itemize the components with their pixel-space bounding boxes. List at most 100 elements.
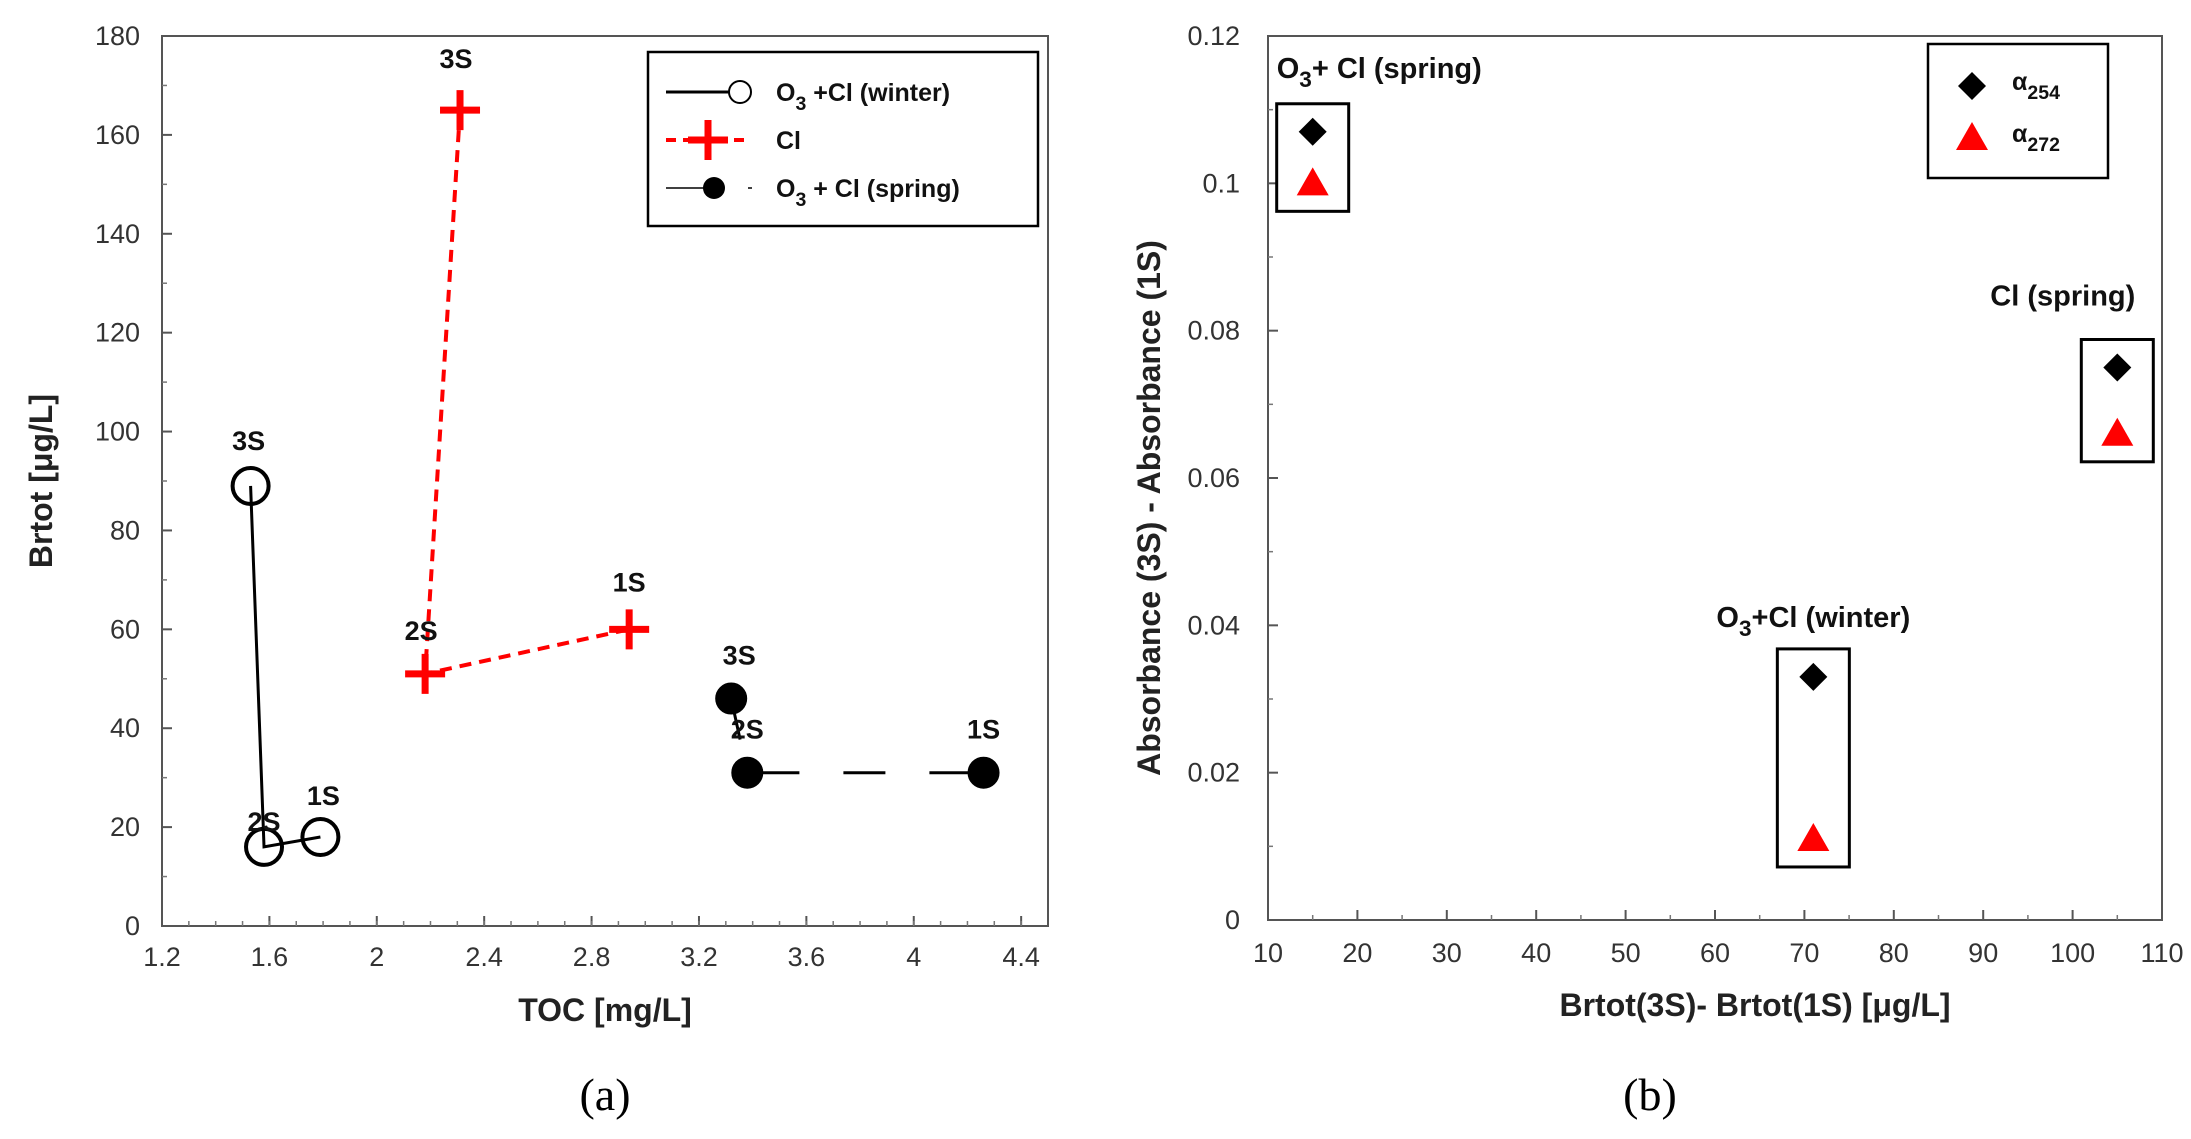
- group-label: O3+Cl (winter): [1716, 602, 1910, 641]
- x-tick-label: 2: [369, 942, 384, 972]
- legend-entry: O3 +Cl (winter): [776, 79, 950, 115]
- y-tick-label: 0.04: [1187, 610, 1240, 640]
- y-tick-label: 120: [95, 318, 140, 348]
- y-tick-label: 160: [95, 120, 140, 150]
- y-tick-label: 0.1: [1202, 168, 1240, 198]
- legend-entry-main: α: [2012, 68, 2028, 96]
- y-tick-label: 60: [110, 614, 140, 644]
- data-label: 1S: [967, 715, 1000, 745]
- panel-label: (a): [579, 1069, 630, 1120]
- legend-entry-main: Cl: [776, 127, 801, 155]
- x-tick-label: 100: [2050, 938, 2095, 968]
- group-label-subscript: 3: [1299, 67, 1312, 92]
- y-tick-label: 0.12: [1187, 21, 1240, 51]
- y-tick-label: 180: [95, 21, 140, 51]
- legend-open-circle-marker: [728, 80, 752, 104]
- x-axis-title: TOC [mg/L]: [518, 992, 692, 1028]
- x-tick-label: 3.6: [788, 942, 826, 972]
- plus-marker: [405, 653, 446, 694]
- legend-plus-marker: [688, 120, 728, 160]
- legend-entry-subscript: 3: [795, 189, 806, 211]
- x-tick-label: 40: [1521, 938, 1551, 968]
- group-box: [1775, 647, 1851, 869]
- group-box: [1275, 102, 1351, 213]
- legend-entry-rest: + Cl (spring): [806, 175, 959, 203]
- legend-entry: α272: [2012, 120, 2060, 156]
- legend-entry-main: O: [776, 175, 795, 203]
- series-0: 3S 2S 1S: [230, 426, 341, 867]
- x-tick-label: 4: [906, 942, 921, 972]
- open-circle-marker: [244, 826, 285, 867]
- data-label: 2S: [248, 807, 281, 837]
- group-label-main: O: [1277, 53, 1300, 85]
- triangle-marker: [2101, 417, 2134, 446]
- x-tick-label: 4.4: [1002, 942, 1040, 972]
- diamond-marker: [1799, 662, 1828, 691]
- panel-label: (b): [1623, 1069, 1677, 1120]
- y-tick-label: 0: [125, 911, 140, 941]
- group-label-main: O: [1716, 602, 1739, 634]
- panel-a-line-chart: 1.2 1.6 2 2.4 2.8 3.2 3.6 4 4.4 0 20 40 60 80 100 120 14…: [23, 21, 1049, 1120]
- y-tick-label: 80: [110, 515, 140, 545]
- x-tick-label: 1.2: [143, 942, 181, 972]
- filled-circle-marker: [967, 756, 1000, 789]
- x-tick-label: 1.6: [251, 942, 289, 972]
- data-label: 1S: [307, 781, 340, 811]
- x-tick-label: 10: [1253, 938, 1283, 968]
- data-label: 3S: [232, 426, 265, 456]
- y-tick-label: 0.06: [1187, 463, 1240, 493]
- x-tick-label: 80: [1879, 938, 1909, 968]
- x-tick-label: 3.2: [680, 942, 718, 972]
- diamond-marker: [2103, 353, 2132, 382]
- open-circle-marker: [300, 817, 341, 857]
- y-axis-title: Absorbance (3S) - Absorbance (1S): [1131, 240, 1167, 776]
- y-tick-label: 0.02: [1187, 758, 1240, 788]
- open-circle-marker: [230, 465, 271, 506]
- x-tick-label: 60: [1700, 938, 1730, 968]
- legend-entry: α254: [2012, 68, 2060, 104]
- data-label: 2S: [405, 616, 438, 646]
- legend-frame: [1926, 42, 2110, 180]
- y-tick-label: 20: [110, 812, 140, 842]
- legend-entry: O3 + Cl (spring): [776, 175, 960, 211]
- x-tick-label: 30: [1432, 938, 1462, 968]
- group-label-main: Cl (spring): [1990, 281, 2135, 313]
- panel-b-scatter-chart: 10 20 30 40 50 60 70 80 90 100 110 0 0.02 0.04 0.06 0.0…: [1131, 21, 2184, 1120]
- legend-entry-subscript: 272: [2027, 134, 2060, 156]
- x-axis-title: Brtot(3S)- Brtot(1S) [μg/L]: [1559, 987, 1950, 1023]
- legend-entry-rest: +Cl (winter): [806, 79, 950, 107]
- filled-circle-marker: [715, 682, 748, 715]
- series-1: [1296, 167, 2134, 851]
- x-tick-label: 50: [1611, 938, 1641, 968]
- plot-area: [1267, 35, 2163, 921]
- legend-diamond-marker: [1958, 72, 1986, 100]
- y-axis-title: Brtot [μg/L]: [23, 394, 59, 568]
- group-label: Cl (spring): [1990, 281, 2135, 313]
- y-tick-label: 100: [95, 417, 140, 447]
- legend-entry-subscript: 3: [795, 93, 806, 115]
- group-label-subscript: 3: [1739, 616, 1752, 641]
- group-label-rest: +Cl (winter): [1752, 602, 1911, 634]
- x-tick-label: 2.4: [465, 942, 503, 972]
- y-tick-label: 0: [1225, 905, 1240, 935]
- x-tick-label: 90: [1968, 938, 1998, 968]
- y-tick-label: 140: [95, 219, 140, 249]
- x-tick-label: 70: [1789, 938, 1819, 968]
- plus-marker: [440, 90, 481, 131]
- legend-entry: Cl: [776, 127, 801, 155]
- group-label: O3+ Cl (spring): [1277, 53, 1482, 92]
- y-tick-label: 0.08: [1187, 316, 1240, 346]
- plus-marker: [609, 609, 650, 650]
- filled-circle-marker: [731, 756, 764, 789]
- data-label: 3S: [723, 641, 756, 671]
- legend-triangle-marker: [1956, 122, 1988, 150]
- data-label: 3S: [440, 44, 473, 74]
- triangle-marker: [1296, 167, 1329, 196]
- diamond-marker: [1298, 117, 1327, 146]
- series-line: [729, 698, 984, 775]
- triangle-marker: [1797, 822, 1830, 851]
- x-tick-label: 2.8: [573, 942, 611, 972]
